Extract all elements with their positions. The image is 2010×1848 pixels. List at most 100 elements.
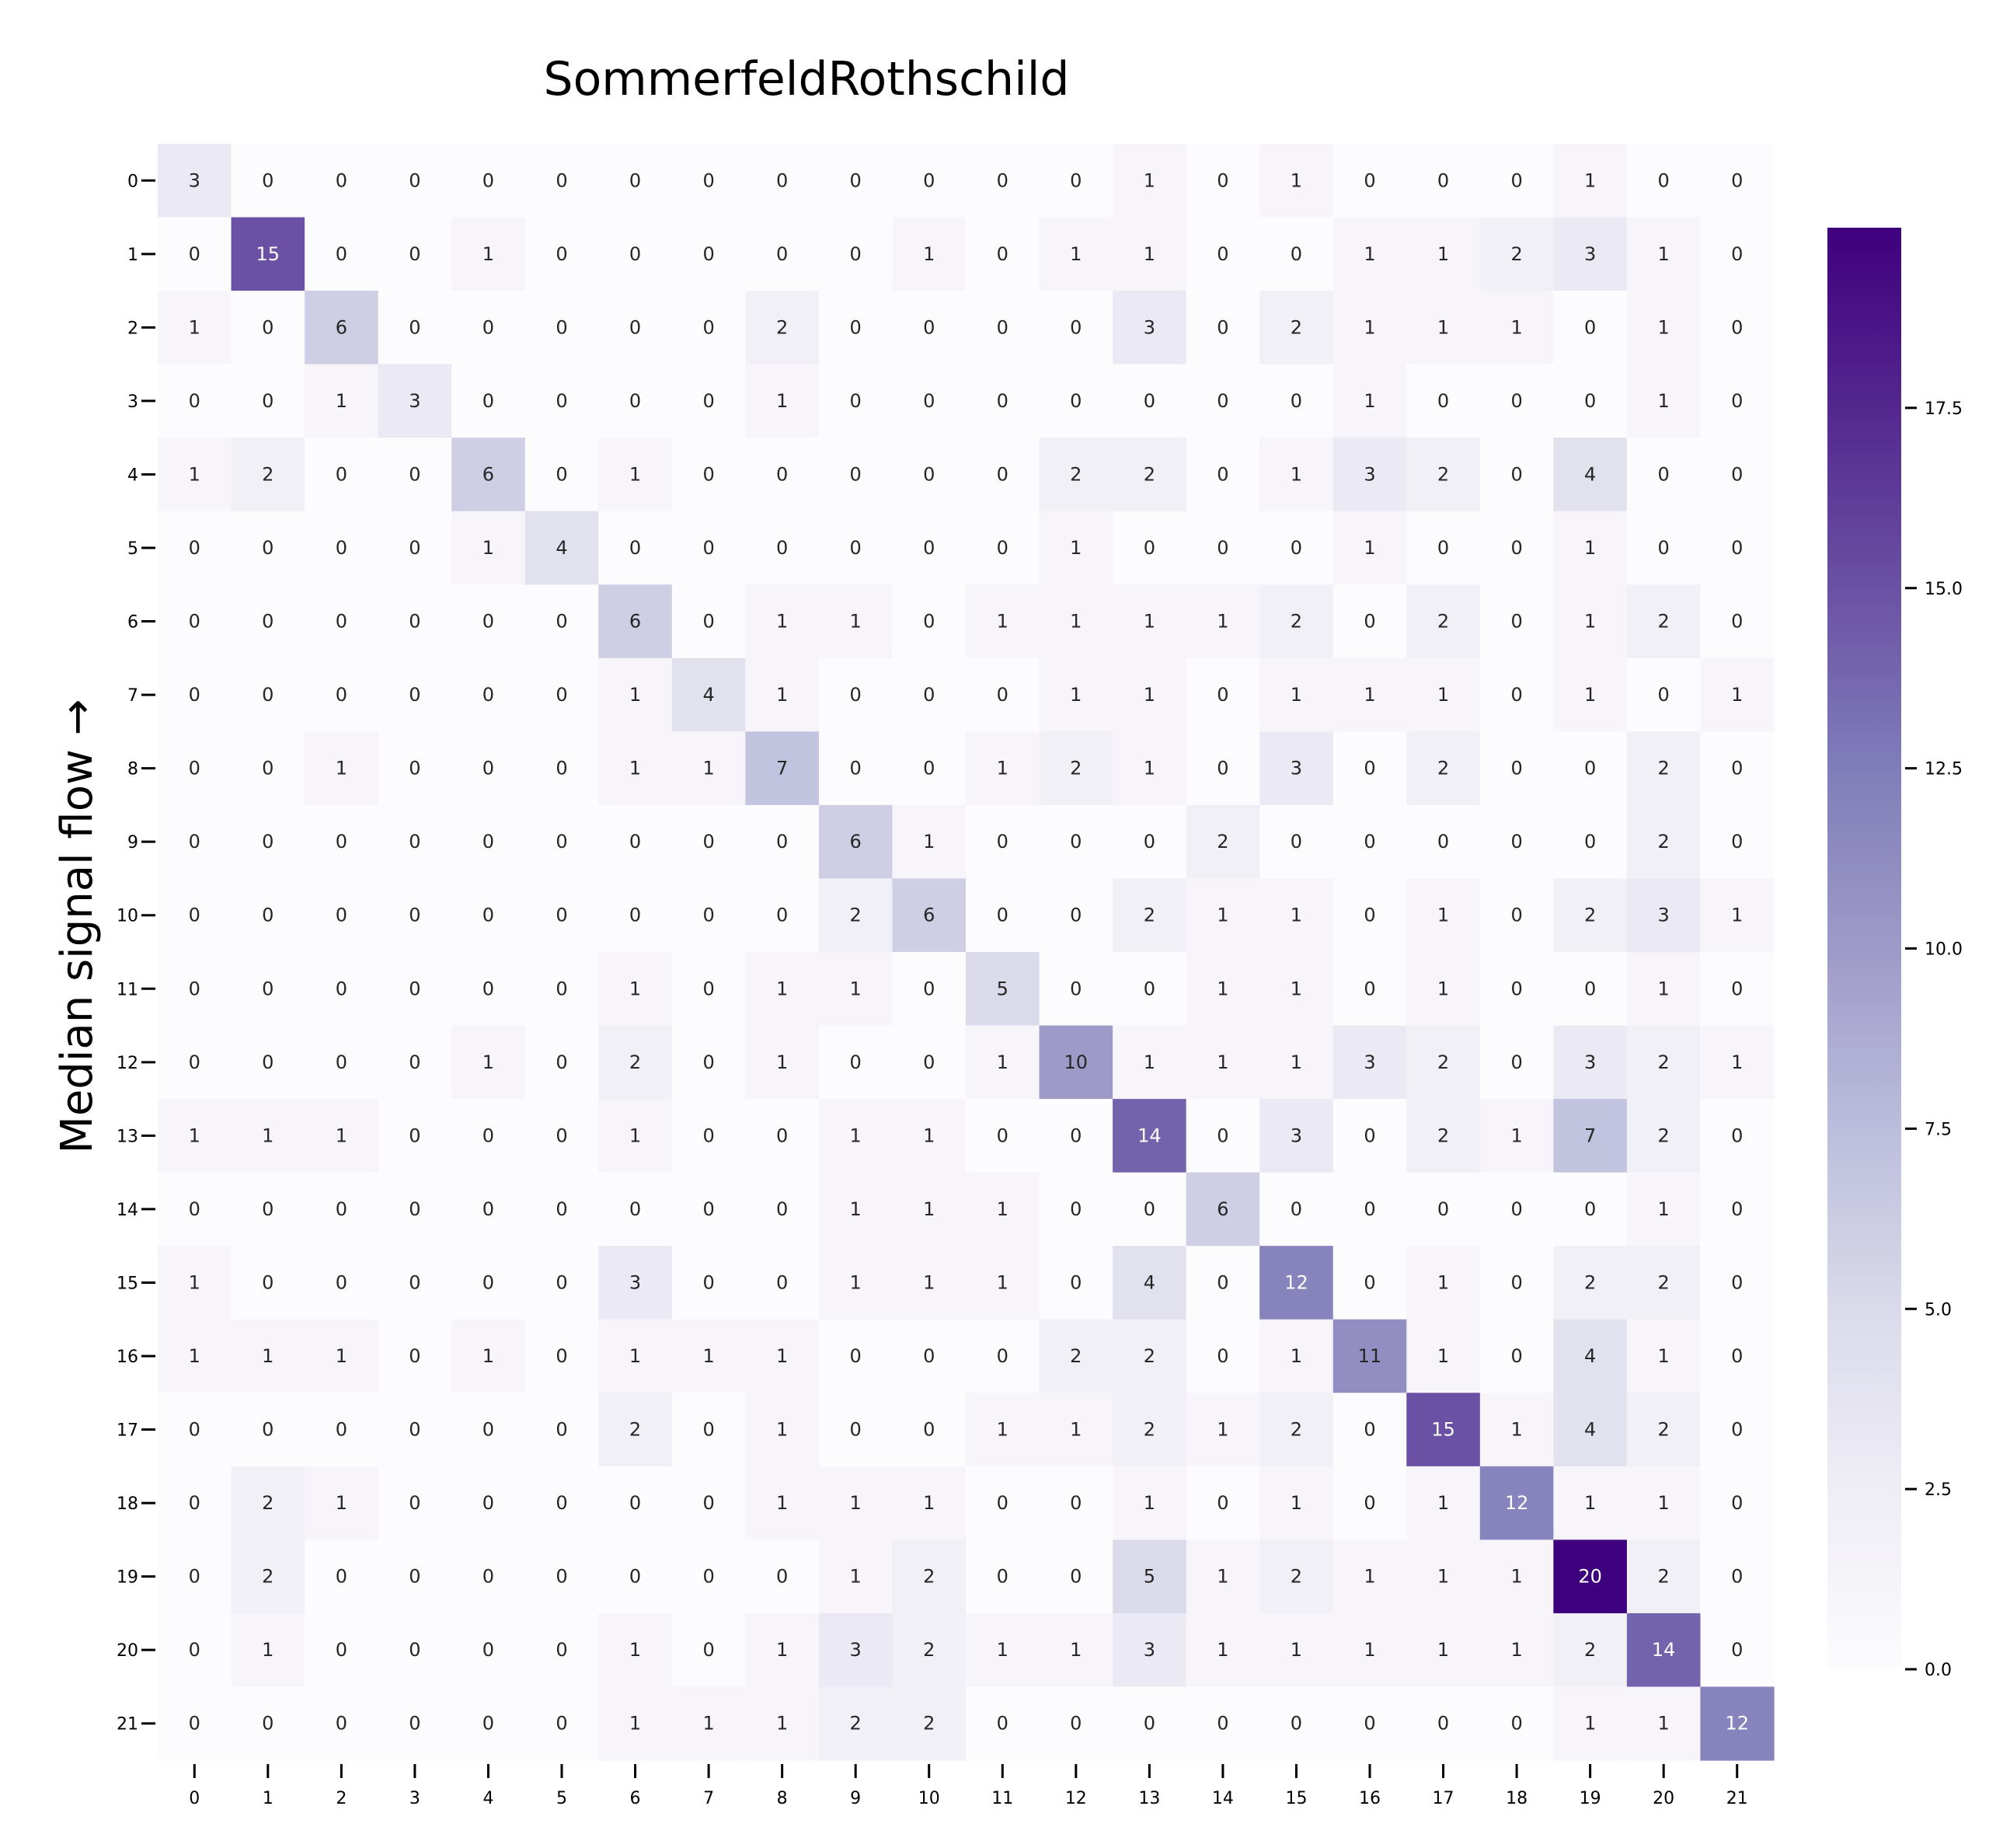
heatmap-cell xyxy=(378,438,452,512)
cell-value-label: 3 xyxy=(1144,316,1155,338)
heatmap-cell xyxy=(1700,1686,1775,1761)
heatmap-cell xyxy=(524,364,599,438)
heatmap-cell xyxy=(451,1686,526,1761)
heatmap-cell xyxy=(158,364,232,438)
heatmap-cell xyxy=(1113,878,1187,953)
cell-value-label: 0 xyxy=(189,1419,200,1441)
heatmap-cell xyxy=(158,1686,232,1761)
cell-value-label: 0 xyxy=(262,684,273,706)
cell-value-label: 0 xyxy=(336,905,347,926)
heatmap-cell xyxy=(671,291,746,365)
heatmap-cell xyxy=(1700,1539,1775,1614)
cell-value-label: 1 xyxy=(629,463,641,485)
cell-value-label: 1 xyxy=(850,611,862,633)
cell-value-label: 0 xyxy=(1731,390,1743,412)
y-tick-label: 17 xyxy=(117,1421,138,1441)
heatmap-cell xyxy=(892,438,967,512)
cell-value-label: 0 xyxy=(1144,978,1155,999)
heatmap-cell xyxy=(451,878,526,953)
cell-value-label: 1 xyxy=(1731,684,1743,706)
heatmap-cell xyxy=(451,1539,526,1614)
cell-value-label: 1 xyxy=(776,1051,788,1073)
heatmap-cell xyxy=(378,511,452,585)
cell-value-label: 0 xyxy=(1364,1492,1375,1514)
heatmap-cell xyxy=(1186,291,1260,365)
heatmap-cell xyxy=(524,1319,599,1393)
heatmap-cell xyxy=(451,1172,526,1247)
cell-value-label: 2 xyxy=(1437,463,1449,485)
heatmap-cell xyxy=(598,1172,673,1247)
cell-value-label: 1 xyxy=(1291,1345,1302,1367)
heatmap-cell xyxy=(671,438,746,512)
cell-value-label: 0 xyxy=(1291,390,1302,412)
heatmap-cell xyxy=(1406,878,1481,953)
cell-value-label: 0 xyxy=(556,1639,567,1661)
cell-value-label: 1 xyxy=(189,463,200,485)
heatmap-cell xyxy=(524,584,599,659)
cell-value-label: 0 xyxy=(923,169,935,191)
cell-value-label: 1 xyxy=(1364,1639,1375,1661)
heatmap-cell xyxy=(1626,291,1702,365)
cell-value-label: 0 xyxy=(997,1492,1008,1514)
cell-value-label: 0 xyxy=(1731,758,1743,779)
cell-value-label: 1 xyxy=(850,1492,862,1514)
cell-value-label: 12 xyxy=(1505,1492,1529,1514)
cell-value-label: 0 xyxy=(776,463,788,485)
cell-value-label: 0 xyxy=(409,1345,420,1367)
cell-value-label: 0 xyxy=(776,905,788,926)
heatmap-cell xyxy=(1553,291,1628,365)
heatmap-cell xyxy=(892,364,967,438)
cell-value-label: 0 xyxy=(1731,316,1743,338)
heatmap-cell xyxy=(378,1025,452,1100)
heatmap-cell xyxy=(305,804,379,880)
heatmap-cell xyxy=(892,144,967,218)
heatmap-cell xyxy=(818,952,894,1027)
cell-value-label: 1 xyxy=(262,1124,273,1146)
cell-value-label: 0 xyxy=(189,1713,200,1735)
cell-value-label: 1 xyxy=(850,1271,862,1293)
cell-value-label: 0 xyxy=(1658,169,1670,191)
cell-value-label: 0 xyxy=(1510,1198,1522,1220)
heatmap-cell xyxy=(231,1686,305,1761)
cell-value-label: 1 xyxy=(1070,537,1082,559)
cell-value-label: 0 xyxy=(923,1051,935,1073)
heatmap-cell xyxy=(158,217,232,291)
heatmap-cell xyxy=(1700,1172,1775,1247)
heatmap-cell xyxy=(892,1466,967,1540)
cell-value-label: 2 xyxy=(1658,758,1670,779)
heatmap-cell xyxy=(966,511,1040,585)
cell-value-label: 2 xyxy=(1437,758,1449,779)
heatmap-cell xyxy=(1332,1099,1407,1173)
heatmap-cell xyxy=(158,438,232,512)
heatmap-cell xyxy=(305,584,379,659)
cell-value-label: 3 xyxy=(1658,905,1670,926)
cell-value-label: 0 xyxy=(556,1124,567,1146)
cell-value-label: 0 xyxy=(923,537,935,559)
cell-value-label: 0 xyxy=(1510,1051,1522,1073)
heatmap-cell xyxy=(231,511,305,585)
heatmap-cell xyxy=(598,1099,673,1173)
heatmap-cell xyxy=(1259,1686,1334,1761)
cell-value-label: 0 xyxy=(1217,537,1228,559)
cell-value-label: 0 xyxy=(629,1492,641,1514)
heatmap-cell xyxy=(1039,657,1113,732)
heatmap-cell xyxy=(1186,584,1260,659)
heatmap-cell xyxy=(1113,144,1187,218)
cell-value-label: 0 xyxy=(1510,463,1522,485)
x-tick-label: 0 xyxy=(189,1789,200,1808)
heatmap-cell xyxy=(305,1466,379,1540)
cell-value-label: 2 xyxy=(1584,1639,1596,1661)
heatmap-cell xyxy=(158,878,232,953)
heatmap-cell xyxy=(1186,1246,1260,1320)
heatmap-cell xyxy=(892,1393,967,1467)
cell-value-label: 0 xyxy=(1364,169,1375,191)
cell-value-label: 1 xyxy=(1731,1051,1743,1073)
cell-value-label: 0 xyxy=(189,905,200,926)
heatmap-cell xyxy=(1113,731,1187,806)
heatmap-cell xyxy=(892,657,967,732)
cell-value-label: 1 xyxy=(776,390,788,412)
cell-value-label: 0 xyxy=(1291,1713,1302,1735)
cell-value-label: 2 xyxy=(850,1713,862,1735)
cell-value-label: 0 xyxy=(776,169,788,191)
heatmap-cell xyxy=(451,1613,526,1688)
